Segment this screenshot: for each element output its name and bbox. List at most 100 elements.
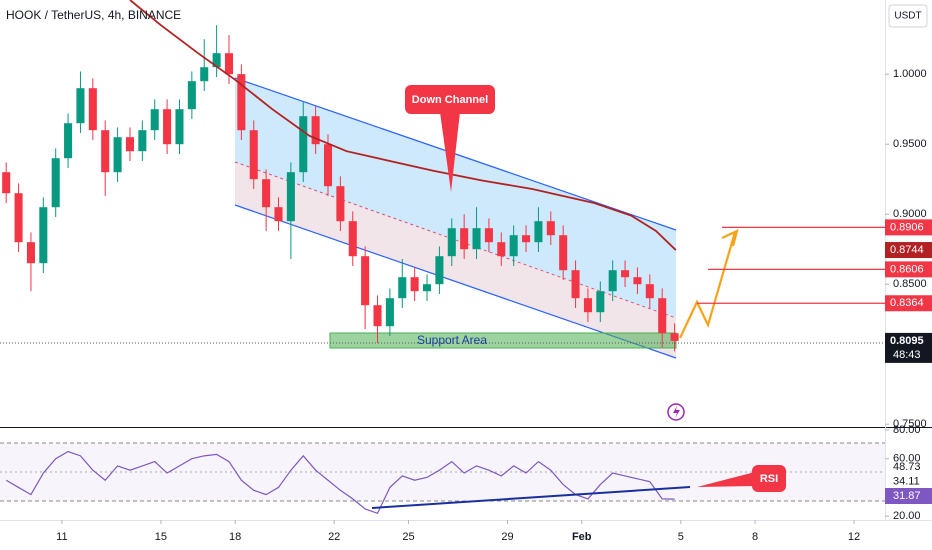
rsi-band bbox=[0, 443, 885, 501]
candle-body bbox=[621, 270, 630, 278]
level-label: 0.8906 bbox=[890, 221, 924, 233]
x-tick-label: 8 bbox=[752, 531, 758, 543]
candle-body bbox=[311, 116, 320, 145]
candle-body bbox=[336, 186, 345, 222]
candle-body bbox=[76, 88, 85, 124]
candle-body bbox=[435, 256, 444, 285]
level-badge bbox=[885, 219, 932, 236]
countdown: 48:43 bbox=[893, 349, 921, 361]
x-tick-label: 29 bbox=[501, 531, 513, 543]
candle-body bbox=[373, 305, 382, 327]
rsi-divergence bbox=[371, 486, 691, 509]
candle-body bbox=[522, 235, 531, 243]
candle-body bbox=[645, 284, 654, 299]
currency-box[interactable] bbox=[888, 4, 928, 28]
x-tick-label: 15 bbox=[155, 531, 167, 543]
y-tick-label: 0.8500 bbox=[893, 278, 927, 290]
support-area bbox=[329, 332, 677, 349]
candle-body bbox=[658, 298, 667, 334]
candle-body bbox=[559, 235, 568, 271]
channel-upper bbox=[234, 77, 677, 231]
candle-body bbox=[385, 298, 394, 327]
rsi-callout-box bbox=[752, 465, 786, 492]
candle-body bbox=[187, 81, 196, 110]
candle-body bbox=[175, 109, 184, 145]
candle-body bbox=[64, 123, 73, 159]
candle-body bbox=[150, 109, 159, 131]
x-tick-label: 12 bbox=[848, 531, 860, 543]
ma-label: 0.8744 bbox=[890, 244, 924, 256]
rsi-readout: 48.73 bbox=[893, 461, 921, 473]
candle-body bbox=[249, 130, 258, 180]
event-bolt bbox=[673, 406, 680, 418]
candle-body bbox=[472, 228, 481, 250]
candle-body bbox=[224, 53, 234, 75]
candle-body bbox=[484, 228, 493, 243]
rsi-value-label: 31.87 bbox=[893, 490, 921, 502]
rsi-line bbox=[5, 450, 675, 514]
candle-body bbox=[274, 207, 283, 222]
projection-arrow bbox=[721, 229, 739, 247]
candle-body bbox=[410, 277, 419, 292]
level-label: 0.8606 bbox=[890, 263, 924, 275]
candle-body bbox=[583, 298, 592, 313]
candle-body bbox=[398, 277, 407, 299]
y-tick-label: 0.9500 bbox=[893, 138, 927, 150]
rsi-callout-label: RSI bbox=[760, 473, 778, 485]
level-label: 0.8364 bbox=[890, 297, 924, 309]
candle-body bbox=[423, 284, 432, 292]
x-tick-label: 11 bbox=[56, 531, 67, 543]
candle-body bbox=[361, 256, 370, 306]
callout-label: Down Channel bbox=[412, 94, 488, 106]
candle-body bbox=[460, 228, 469, 250]
rsi-readout: 34.11 bbox=[893, 475, 920, 487]
candle-body bbox=[26, 242, 35, 264]
candle-body bbox=[509, 235, 518, 257]
candle-body bbox=[39, 207, 48, 264]
price-label: 0.8095 bbox=[890, 335, 924, 347]
rsi-callout-pointer bbox=[697, 472, 755, 487]
rsi-badge bbox=[885, 488, 932, 504]
candle-body bbox=[348, 221, 357, 257]
candle-body bbox=[608, 270, 617, 292]
channel-lower-fill bbox=[235, 162, 676, 358]
candle-body bbox=[200, 67, 209, 82]
candle-body bbox=[299, 116, 308, 173]
x-tick-label: 18 bbox=[229, 531, 241, 543]
support-label: Support Area bbox=[417, 333, 487, 347]
x-tick-label: 22 bbox=[328, 531, 340, 543]
y-tick-label: 1.0000 bbox=[893, 68, 927, 80]
candle-body bbox=[14, 193, 23, 243]
y-tick-label: 0.9000 bbox=[893, 208, 927, 220]
chart-title: HOOK / TetherUS, 4h, BINANCE bbox=[6, 8, 181, 22]
x-tick-label: 25 bbox=[402, 531, 414, 543]
candle-body bbox=[534, 221, 543, 243]
candle-body bbox=[262, 179, 271, 208]
candle-body bbox=[633, 277, 642, 285]
candle-body bbox=[497, 242, 506, 257]
rsi-tick-label: 20.00 bbox=[893, 510, 921, 522]
candle-body bbox=[286, 172, 295, 222]
candle-body bbox=[138, 130, 147, 152]
candle-body bbox=[125, 137, 134, 152]
candle-body bbox=[596, 291, 605, 313]
moving-average bbox=[129, 0, 677, 251]
candle-body bbox=[237, 74, 246, 131]
callout-box bbox=[405, 85, 495, 114]
candle-body bbox=[212, 53, 221, 68]
candle-body bbox=[101, 130, 110, 173]
candle-body bbox=[571, 270, 580, 299]
candle-body bbox=[113, 137, 122, 173]
projection bbox=[679, 231, 737, 339]
level-badge bbox=[885, 261, 932, 278]
candle-body bbox=[323, 144, 333, 187]
candle-body bbox=[447, 228, 456, 257]
price-badge bbox=[885, 332, 932, 363]
ma-badge bbox=[885, 242, 932, 259]
currency-label: USDT bbox=[894, 11, 921, 22]
level-badge bbox=[885, 295, 932, 312]
candle-body bbox=[51, 158, 60, 208]
x-tick-label: Feb bbox=[572, 531, 592, 543]
candle-body bbox=[88, 88, 97, 131]
